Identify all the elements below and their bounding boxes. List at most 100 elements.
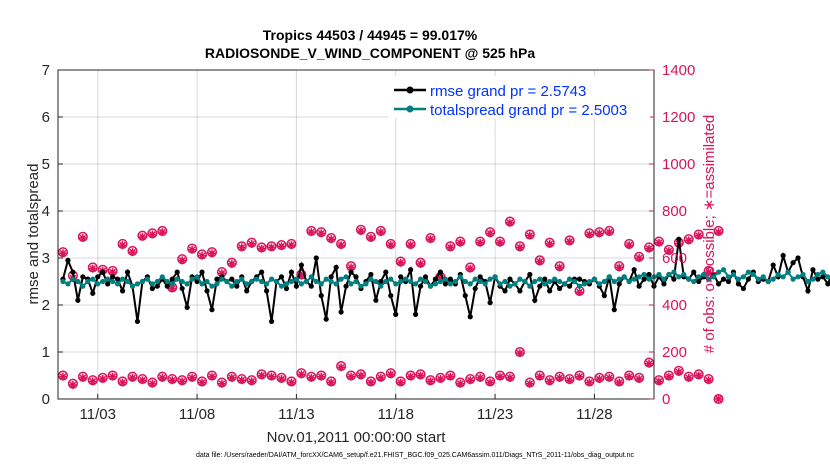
rmse-point: [720, 276, 727, 282]
rmse-point: [95, 274, 101, 280]
rmse-point: [810, 267, 816, 273]
totalspread-point: [393, 281, 399, 287]
totalspread-point: [75, 278, 81, 285]
x-tick-label: 11/18: [378, 406, 414, 423]
rmse-point: [184, 304, 190, 310]
rmse-point: [691, 269, 697, 275]
rmse-point: [388, 293, 394, 299]
obs-assimilated-marker-low: [376, 373, 385, 382]
totalspread-point: [755, 276, 761, 282]
totalspread-point: [775, 271, 781, 278]
obs-assimilated-marker-low: [347, 372, 356, 381]
totalspread-point: [457, 274, 463, 280]
obs-assimilated-marker-low: [68, 380, 77, 389]
totalspread-point: [656, 271, 662, 278]
rmse-point: [268, 318, 275, 325]
obs-assimilated-marker: [356, 226, 365, 235]
obs-assimilated-marker-low: [237, 376, 246, 385]
obs-assimilated-marker-low: [635, 375, 644, 384]
rmse-point: [790, 260, 796, 266]
totalspread-point: [164, 278, 170, 285]
rmse-point: [780, 253, 786, 259]
totalspread-point: [90, 276, 96, 282]
obs-assimilated-marker: [486, 229, 495, 238]
rmse-point: [696, 278, 702, 285]
obs-assimilated-marker: [575, 288, 584, 297]
rmse-point: [502, 288, 508, 294]
rmse-point: [576, 276, 583, 282]
totalspread-point: [169, 281, 175, 287]
totalspread-point: [134, 281, 141, 287]
obs-assimilated-marker: [476, 238, 485, 247]
obs-assimilated-marker-low: [595, 375, 604, 384]
rmse-point: [288, 269, 295, 275]
totalspread-point: [403, 276, 409, 282]
obs-assimilated-marker: [565, 237, 574, 246]
totalspread-point: [790, 276, 796, 282]
obs-assimilated-marker: [714, 228, 723, 237]
obs-assimilated-marker: [158, 228, 167, 237]
obs-assimilated-marker: [327, 235, 336, 244]
rmse-point: [715, 281, 722, 287]
obs-assimilated-marker: [257, 244, 266, 253]
legend-label-spread: totalspread grand pr = 2.5003: [430, 102, 627, 119]
totalspread-point: [100, 278, 106, 285]
rmse-point: [770, 262, 776, 268]
totalspread-point: [219, 276, 225, 282]
obs-assimilated-marker-low: [158, 373, 167, 382]
totalspread-point: [95, 281, 101, 287]
obs-assimilated-marker-low: [277, 375, 286, 384]
totalspread-point: [532, 278, 538, 285]
rmse-point: [393, 311, 399, 317]
totalspread-point: [343, 274, 349, 280]
totalspread-point: [244, 281, 250, 287]
rmse-point: [517, 288, 523, 294]
legend-marker-rmse: [406, 86, 414, 94]
rmse-point: [244, 288, 250, 294]
rmse-point: [80, 274, 86, 280]
totalspread-point: [750, 271, 756, 278]
totalspread-point: [825, 274, 830, 280]
totalspread-point: [591, 276, 598, 282]
totalspread-point: [636, 274, 642, 280]
totalspread-point: [517, 276, 523, 282]
totalspread-point: [338, 276, 344, 282]
totalspread-point: [60, 278, 66, 285]
obs-assimilated-marker-low: [714, 395, 723, 403]
rmse-point: [735, 281, 742, 287]
obs-assimilated-marker: [237, 243, 246, 252]
obs-assimilated-marker: [704, 268, 713, 277]
obs-assimilated-marker-low: [654, 377, 663, 386]
obs-assimilated-marker-low: [456, 379, 465, 388]
obs-assimilated-marker-low: [307, 373, 316, 382]
obs-assimilated-marker: [217, 269, 226, 278]
obs-assimilated-marker: [138, 232, 147, 241]
totalspread-point: [611, 278, 617, 285]
rmse-point: [343, 283, 349, 289]
totalspread-point: [492, 274, 498, 280]
totalspread-point: [333, 281, 339, 287]
obs-assimilated-marker: [396, 258, 405, 267]
obs-assimilated-marker-low: [664, 372, 673, 381]
rmse-point: [373, 297, 379, 303]
totalspread-point: [805, 278, 811, 285]
totalspread-point: [557, 278, 563, 285]
obs-assimilated-marker: [446, 243, 455, 252]
y-tick-label-left: 7: [42, 62, 50, 79]
rmse-point: [547, 288, 553, 294]
obs-assimilated-marker-low: [515, 349, 524, 358]
x-tick-label: 11/08: [179, 406, 215, 423]
totalspread-point: [383, 278, 389, 285]
totalspread-point: [497, 281, 503, 287]
y-tick-label-left: 3: [42, 250, 50, 267]
obs-assimilated-marker: [466, 264, 475, 273]
totalspread-point: [358, 283, 364, 289]
obs-assimilated-marker-low: [58, 372, 67, 381]
totalspread-point: [432, 281, 439, 287]
rmse-point: [338, 309, 344, 315]
obs-assimilated-marker-low: [505, 373, 514, 382]
obs-assimilated-marker: [287, 241, 296, 250]
obs-assimilated-marker: [168, 284, 177, 293]
rmse-point: [815, 276, 821, 282]
totalspread-point: [408, 278, 414, 285]
